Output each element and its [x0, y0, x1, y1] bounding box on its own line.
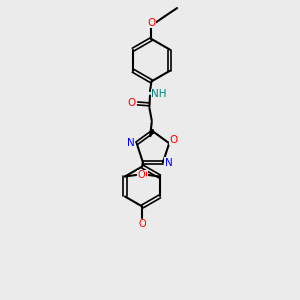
Text: O: O [147, 17, 156, 28]
Text: O: O [139, 219, 146, 229]
Text: O: O [170, 135, 178, 145]
Text: O: O [128, 98, 136, 108]
Text: NH: NH [151, 89, 166, 99]
Text: O: O [138, 170, 145, 180]
Text: N: N [127, 138, 135, 148]
Text: O: O [140, 170, 147, 180]
Text: N: N [165, 158, 173, 168]
